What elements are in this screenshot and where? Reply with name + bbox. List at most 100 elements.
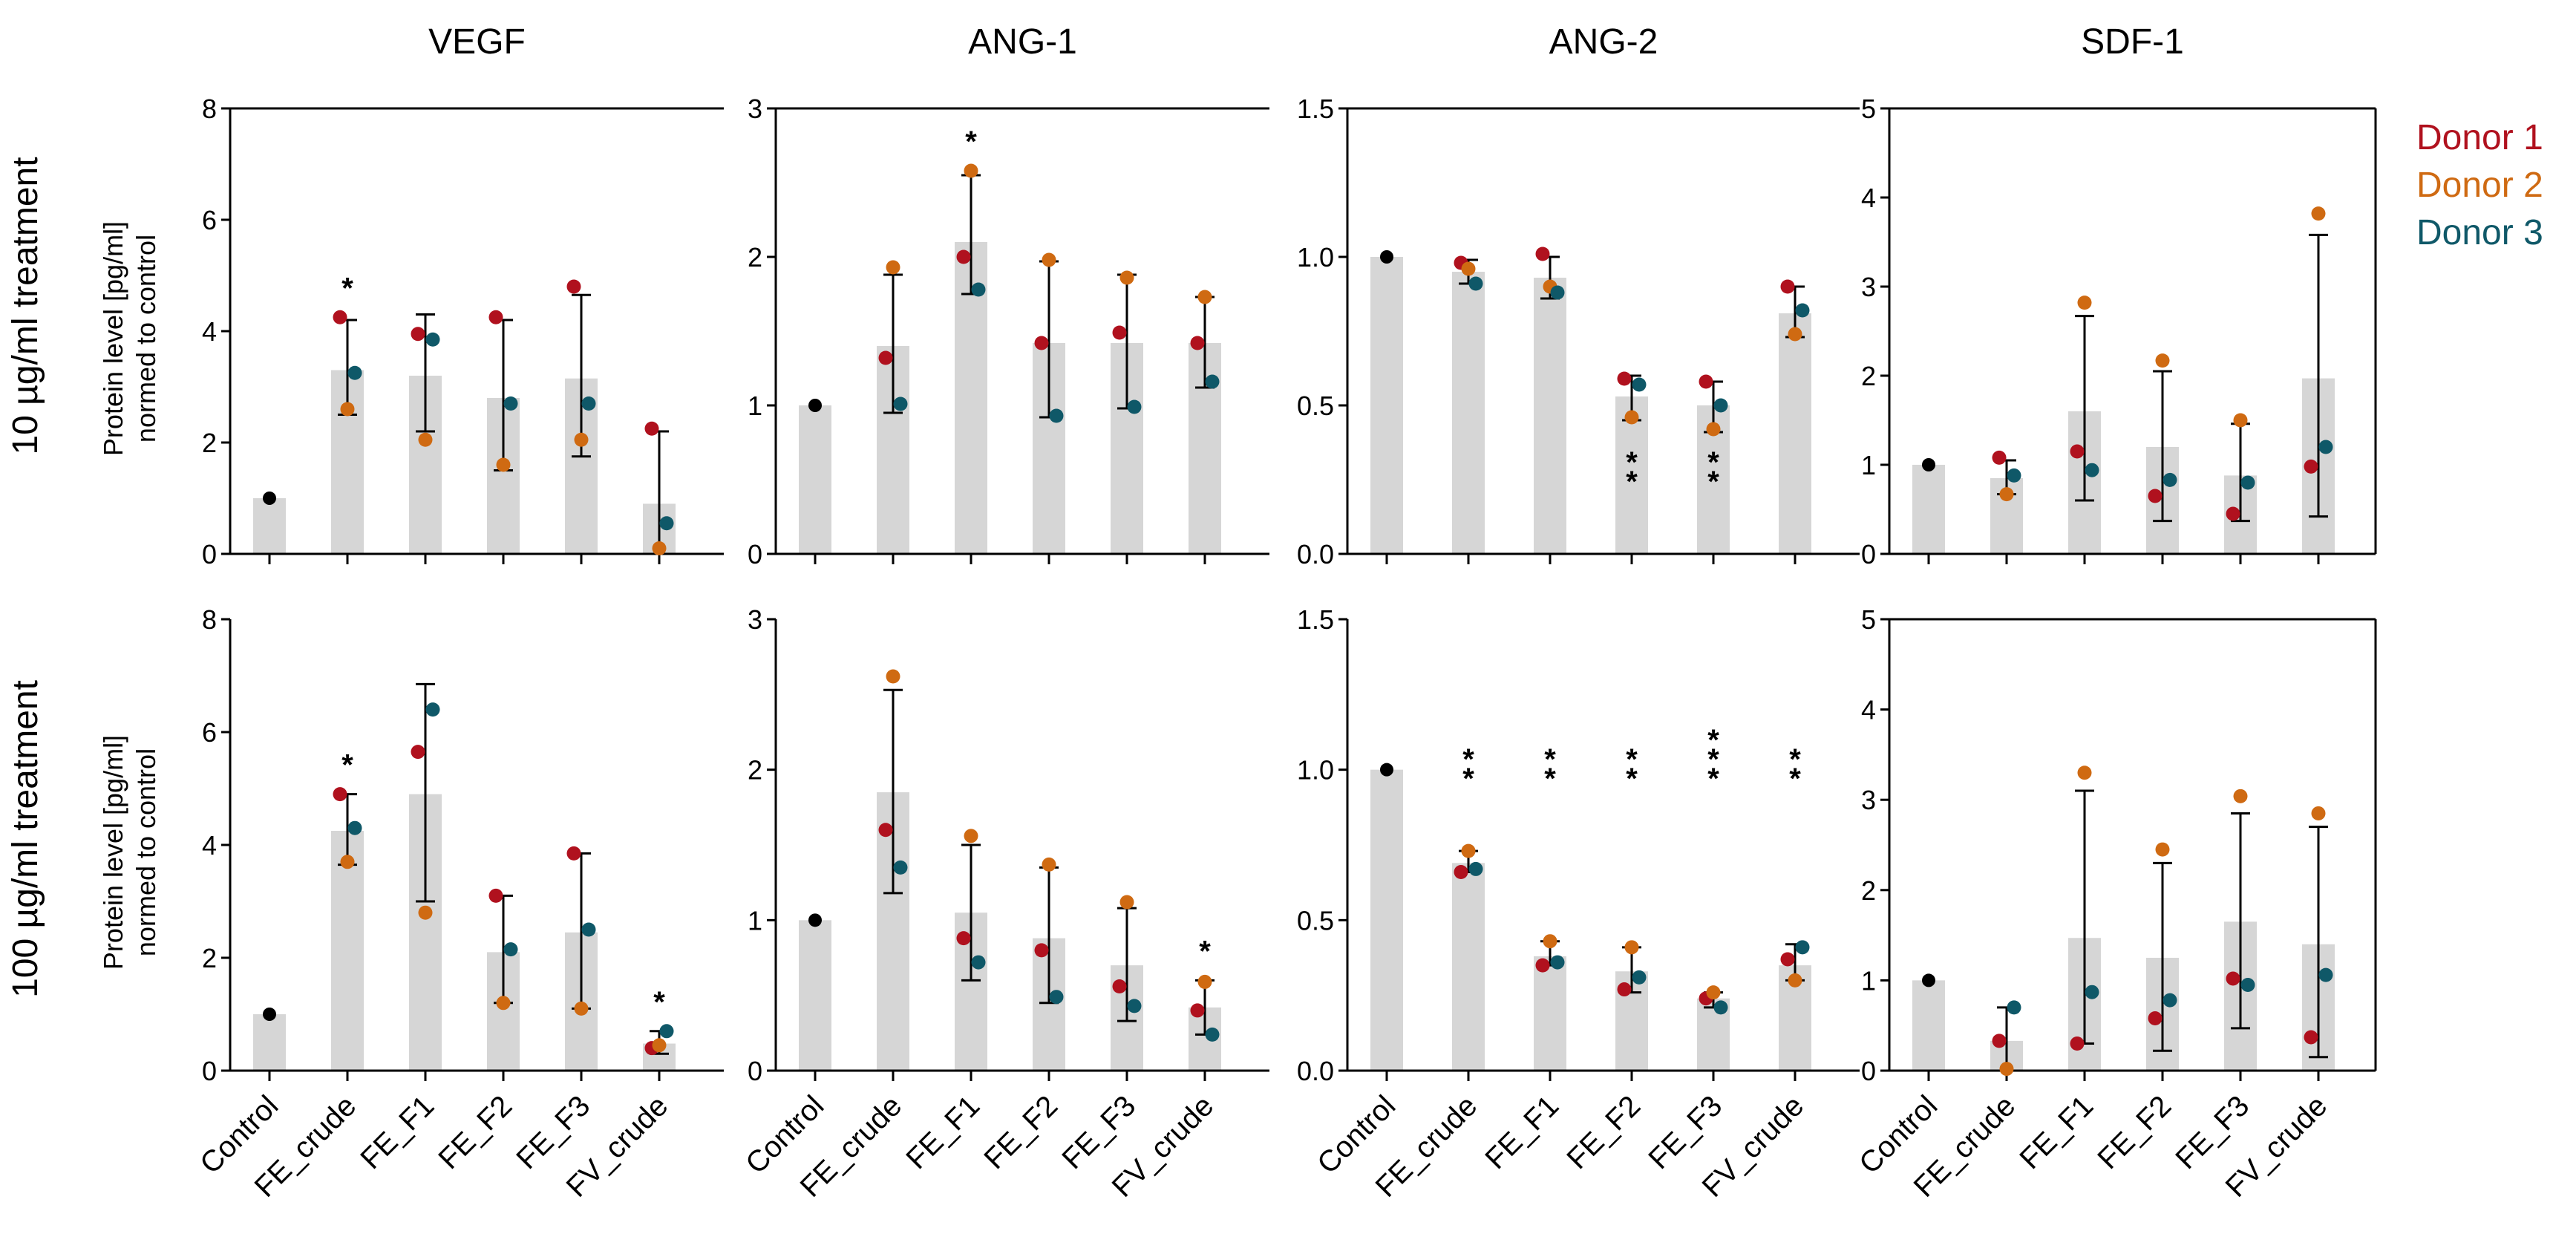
- y-axis-label: Protein level [pg/ml]normed to control: [98, 735, 161, 970]
- donor-1-point: [2304, 459, 2318, 474]
- panel-ANG-1-0-1: ANG-1 0 1 2 3 *: [748, 22, 1269, 569]
- donor-2-point: [2077, 765, 2092, 780]
- donor-3-point: [2085, 463, 2099, 477]
- donor-3-point: [659, 516, 674, 531]
- y-tick-label: 0.0: [1297, 1056, 1334, 1086]
- donor-2-point: [964, 829, 978, 843]
- donor-3-point: [347, 820, 362, 835]
- donor-1-point: [878, 823, 893, 838]
- x-tick-label-FE_F1: FE_F1: [354, 1089, 440, 1175]
- x-tick-label-FE_F1: FE_F1: [1479, 1089, 1565, 1175]
- bar-Control: [1370, 769, 1403, 1071]
- significance-star: *: [1462, 743, 1474, 776]
- control-point: [1922, 973, 1935, 987]
- donor-1-point: [956, 249, 971, 264]
- significance-star: *: [1544, 763, 1556, 795]
- significance-star: *: [1707, 743, 1719, 776]
- donor-3-point: [1713, 1000, 1728, 1015]
- y-tick-label: 3: [1861, 785, 1876, 815]
- y-tick-label: 4: [202, 830, 217, 861]
- y-tick-label: 5: [1861, 94, 1876, 124]
- y-tick-label: 1: [748, 905, 762, 936]
- donor-3-point: [2163, 472, 2177, 487]
- bar-Control: [799, 920, 831, 1071]
- y-tick-label: 3: [1861, 272, 1876, 302]
- bar-Control: [253, 1014, 286, 1071]
- donor-2-point: [2233, 789, 2248, 803]
- y-tick-label: 0.5: [1297, 905, 1334, 936]
- y-tick-label: 3: [748, 94, 762, 124]
- significance-star: *: [341, 272, 353, 304]
- donor-1-point: [2148, 1011, 2163, 1025]
- donor-3-point: [1713, 398, 1728, 413]
- donor-1-point: [2226, 971, 2240, 986]
- donor-1-point: [566, 279, 581, 294]
- donor-3-point: [425, 332, 440, 347]
- donor-2-point: [886, 669, 900, 684]
- legend-donor-1: Donor 1: [2416, 118, 2543, 157]
- y-tick-label: 0: [748, 1056, 762, 1086]
- donor-1-point: [1617, 982, 1632, 997]
- bar-FE_F1: [1534, 278, 1566, 554]
- y-tick-label: 1: [748, 391, 762, 421]
- x-tick-label-FE_F2: FE_F2: [2091, 1089, 2177, 1175]
- bar-Control: [253, 498, 286, 554]
- control-point: [263, 1008, 276, 1021]
- donor-2-point: [1042, 857, 1056, 872]
- donor-3-point: [1632, 377, 1647, 392]
- y-tick-label: 0: [202, 1056, 217, 1086]
- donor-1-point: [1112, 325, 1127, 340]
- panel-SDF-1-0-3: SDF-1 0 1 2 3 4 5: [1861, 22, 2377, 569]
- y-tick-label: 2: [748, 755, 762, 786]
- donor-2-point: [1788, 327, 1802, 342]
- significance-star: *: [1626, 466, 1638, 498]
- donor-3-point: [503, 942, 518, 957]
- donor-3-point: [1127, 999, 1142, 1013]
- donor-2-point: [1461, 261, 1476, 276]
- x-tick-label-FE_F2: FE_F2: [432, 1089, 518, 1175]
- donor-1-point: [2070, 1037, 2085, 1051]
- donor-1-point: [956, 931, 971, 946]
- donor-2-point: [2155, 842, 2170, 857]
- donor-2-point: [2311, 206, 2326, 221]
- donor-2-point: [1624, 940, 1639, 955]
- donor-1-point: [566, 846, 581, 861]
- donor-3-point: [659, 1024, 674, 1039]
- y-tick-label: 0: [748, 539, 762, 569]
- donor-3-point: [1795, 940, 1810, 955]
- donor-1-point: [1780, 952, 1795, 967]
- donor-2-point: [1999, 1062, 2014, 1077]
- chart-panels: VEGF 0 2 4 6 8 Protein level [pg/ml]normed to …: [98, 22, 2377, 1204]
- donor-3-point: [1550, 285, 1565, 300]
- y-tick-label: 1: [1861, 965, 1876, 996]
- donor-1-point: [1699, 374, 1713, 389]
- donor-3-point: [2240, 475, 2255, 490]
- panel-ANG-2-0-2: ANG-20.00.51.01.5****: [1297, 22, 1860, 569]
- donor-1-point: [1190, 1003, 1205, 1018]
- bar-FE_crude: [1452, 272, 1485, 554]
- donor-1-point: [333, 310, 347, 324]
- donor-2-point: [1042, 252, 1056, 267]
- donor-1-point: [1535, 247, 1550, 261]
- control-point: [808, 913, 822, 927]
- donor-2-point: [340, 402, 355, 417]
- donor-2-point: [574, 1001, 589, 1016]
- donor-2-point: [964, 163, 978, 178]
- panel-row1-1-1: 0123ControlFE_crudeFE_F1FE_F2FE_F3FV_cru…: [739, 604, 1269, 1204]
- donor-2-point: [1119, 270, 1134, 285]
- panel-title: ANG-1: [968, 22, 1077, 62]
- donor-1-point: [1992, 450, 2007, 465]
- x-tick-label-FE_F1: FE_F1: [900, 1089, 986, 1175]
- donor-2-point: [2233, 413, 2248, 428]
- bar-FE_crude: [1452, 863, 1485, 1071]
- control-point: [1380, 763, 1393, 777]
- y-tick-label: 3: [748, 604, 762, 635]
- y-tick-label: 2: [202, 943, 217, 973]
- donor-1-point: [1780, 279, 1795, 294]
- donor-3-point: [1127, 399, 1142, 414]
- significance-star: *: [1626, 446, 1638, 479]
- donor-1-point: [488, 310, 503, 324]
- y-tick-label: 1.5: [1297, 604, 1334, 635]
- significance-star: *: [965, 125, 977, 158]
